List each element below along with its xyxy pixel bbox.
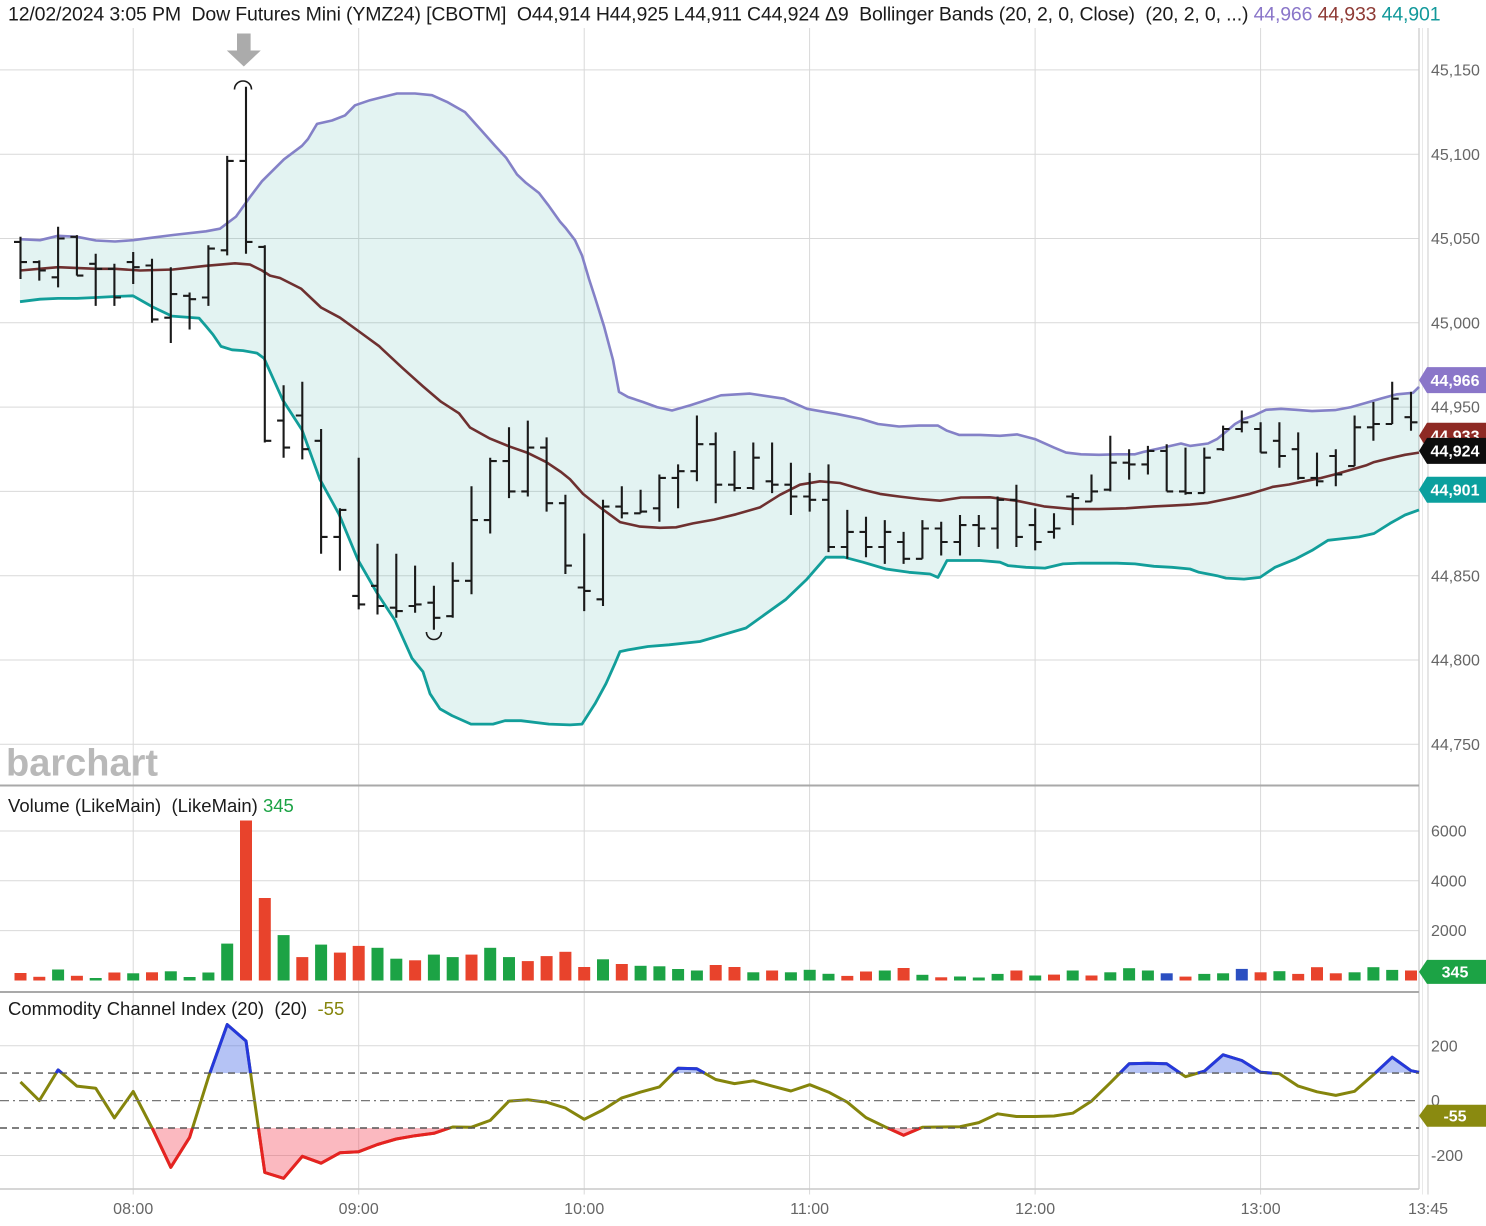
svg-text:Commodity Channel Index (20): Commodity Channel Index (20) (20) -55	[8, 998, 344, 1019]
svg-text:44,901: 44,901	[1431, 483, 1480, 500]
svg-text:45,000: 45,000	[1431, 315, 1480, 332]
svg-text:345: 345	[1442, 965, 1469, 982]
svg-text:09:00: 09:00	[339, 1201, 379, 1218]
svg-text:44,950: 44,950	[1431, 400, 1480, 417]
svg-text:45,100: 45,100	[1431, 147, 1480, 164]
svg-text:4000: 4000	[1431, 873, 1467, 890]
svg-text:10:00: 10:00	[564, 1201, 604, 1218]
svg-text:-55: -55	[1443, 1109, 1466, 1126]
svg-text:barchart: barchart	[6, 743, 158, 785]
svg-text:-200: -200	[1431, 1148, 1463, 1165]
svg-text:11:00: 11:00	[790, 1201, 829, 1218]
svg-text:200: 200	[1431, 1038, 1458, 1055]
svg-text:45,150: 45,150	[1431, 63, 1480, 80]
svg-text:12:00: 12:00	[1015, 1201, 1055, 1218]
svg-text:44,966: 44,966	[1431, 373, 1480, 390]
svg-text:44,850: 44,850	[1431, 568, 1480, 585]
svg-text:12/02/2024 3:05 PM Dow Future: 12/02/2024 3:05 PM Dow Futures Mini (YMZ…	[8, 4, 1440, 26]
svg-text:6000: 6000	[1431, 824, 1467, 841]
svg-text:2000: 2000	[1431, 923, 1467, 940]
svg-text:44,750: 44,750	[1431, 737, 1480, 754]
svg-text:08:00: 08:00	[113, 1201, 153, 1218]
svg-text:45,050: 45,050	[1431, 231, 1480, 248]
svg-text:Volume (LikeMain) (LikeMain): Volume (LikeMain) (LikeMain) 345	[8, 795, 294, 816]
svg-text:44,800: 44,800	[1431, 653, 1480, 670]
svg-text:13:00: 13:00	[1241, 1201, 1281, 1218]
svg-text:13:45: 13:45	[1408, 1201, 1448, 1218]
svg-text:0: 0	[1431, 1093, 1440, 1110]
svg-text:44,924: 44,924	[1431, 444, 1480, 461]
